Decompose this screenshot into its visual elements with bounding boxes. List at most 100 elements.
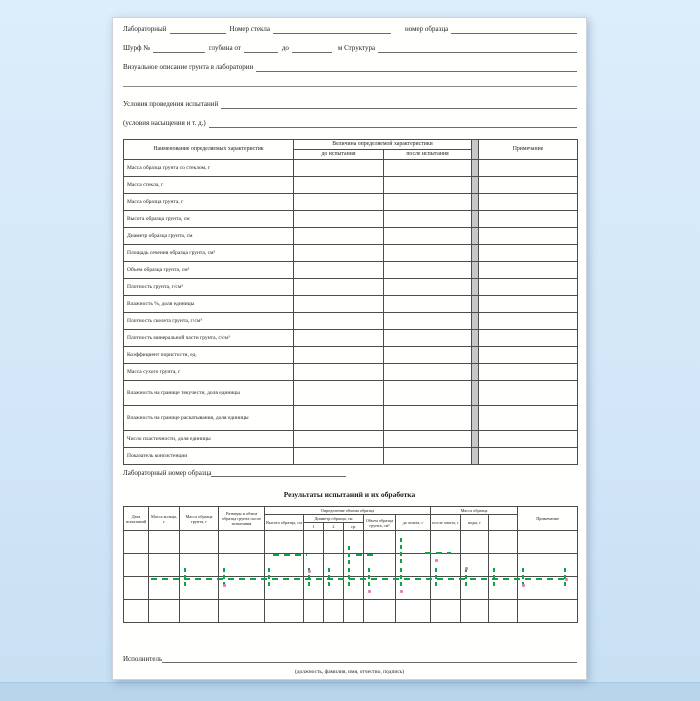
value-before-cell[interactable] <box>293 261 384 280</box>
value-before-cell[interactable] <box>293 278 384 297</box>
result-cell[interactable] <box>148 599 180 624</box>
value-before-cell[interactable] <box>293 380 384 407</box>
value-before-cell[interactable] <box>293 430 384 449</box>
result-cell[interactable] <box>460 599 490 624</box>
value-before-cell[interactable] <box>293 210 384 229</box>
value-after-cell[interactable] <box>383 329 472 348</box>
result-cell[interactable] <box>123 530 149 555</box>
result-cell[interactable] <box>488 599 519 624</box>
note-cell[interactable] <box>478 261 578 280</box>
note-cell[interactable] <box>478 405 578 432</box>
result-cell[interactable] <box>218 576 265 601</box>
value-after-cell[interactable] <box>383 295 472 314</box>
result-cell[interactable] <box>343 553 364 578</box>
value-after-cell[interactable] <box>383 430 472 449</box>
note-cell[interactable] <box>478 329 578 348</box>
blank-field-depth-to[interactable] <box>291 43 332 53</box>
blank-field-pit[interactable] <box>153 43 206 53</box>
value-after-cell[interactable] <box>383 346 472 365</box>
note-cell[interactable] <box>478 278 578 297</box>
blank-field-depth-from[interactable] <box>243 43 278 53</box>
note-cell[interactable] <box>478 159 578 178</box>
value-before-cell[interactable] <box>293 159 384 178</box>
result-cell[interactable] <box>394 553 432 578</box>
result-cell[interactable] <box>394 576 432 601</box>
value-before-cell[interactable] <box>293 227 384 246</box>
value-after-cell[interactable] <box>383 363 472 382</box>
result-cell[interactable] <box>303 530 324 555</box>
result-cell[interactable] <box>123 576 149 601</box>
result-cell[interactable] <box>430 530 462 555</box>
result-cell[interactable] <box>343 530 364 555</box>
result-cell[interactable] <box>323 530 344 555</box>
result-cell[interactable] <box>488 530 519 555</box>
note-cell[interactable] <box>478 244 578 263</box>
result-cell[interactable] <box>517 599 579 624</box>
value-before-cell[interactable] <box>293 193 384 212</box>
result-cell[interactable] <box>517 530 579 555</box>
note-cell[interactable] <box>478 227 578 246</box>
result-cell[interactable] <box>460 553 490 578</box>
result-cell[interactable] <box>123 553 149 578</box>
result-cell[interactable] <box>264 553 304 578</box>
result-cell[interactable] <box>394 599 432 624</box>
value-after-cell[interactable] <box>383 227 472 246</box>
continuation-line[interactable] <box>123 86 577 87</box>
result-cell[interactable] <box>303 599 324 624</box>
blank-field-structure[interactable] <box>378 43 577 53</box>
result-cell[interactable] <box>460 576 490 601</box>
result-cell[interactable] <box>264 576 304 601</box>
value-after-cell[interactable] <box>383 380 472 407</box>
blank-field-lab[interactable] <box>169 24 226 34</box>
note-cell[interactable] <box>478 430 578 449</box>
note-cell[interactable] <box>478 295 578 314</box>
value-after-cell[interactable] <box>383 278 472 297</box>
note-cell[interactable] <box>478 346 578 365</box>
value-before-cell[interactable] <box>293 329 384 348</box>
result-cell[interactable] <box>123 599 149 624</box>
value-after-cell[interactable] <box>383 176 472 195</box>
result-cell[interactable] <box>430 576 462 601</box>
result-cell[interactable] <box>363 530 396 555</box>
blank-field-saturation[interactable] <box>208 118 577 128</box>
result-cell[interactable] <box>488 553 519 578</box>
note-cell[interactable] <box>478 447 578 466</box>
result-cell[interactable] <box>430 553 462 578</box>
value-before-cell[interactable] <box>293 346 384 365</box>
result-cell[interactable] <box>460 530 490 555</box>
blank-field-glass-number[interactable] <box>273 24 391 34</box>
result-cell[interactable] <box>343 576 364 601</box>
value-before-cell[interactable] <box>293 312 384 331</box>
result-cell[interactable] <box>264 530 304 555</box>
blank-field-visual-description[interactable] <box>256 62 577 72</box>
result-cell[interactable] <box>323 599 344 624</box>
value-after-cell[interactable] <box>383 261 472 280</box>
result-cell[interactable] <box>218 553 265 578</box>
result-cell[interactable] <box>323 553 344 578</box>
blank-field-lab-sample-number[interactable] <box>211 467 347 477</box>
note-cell[interactable] <box>478 176 578 195</box>
result-cell[interactable] <box>148 576 180 601</box>
result-cell[interactable] <box>148 553 180 578</box>
blank-field-sample-number[interactable] <box>451 24 577 34</box>
value-before-cell[interactable] <box>293 244 384 263</box>
value-after-cell[interactable] <box>383 244 472 263</box>
result-cell[interactable] <box>488 576 519 601</box>
note-cell[interactable] <box>478 380 578 407</box>
result-cell[interactable] <box>323 576 344 601</box>
result-cell[interactable] <box>218 530 265 555</box>
blank-field-test-conditions[interactable] <box>221 99 577 109</box>
value-before-cell[interactable] <box>293 295 384 314</box>
value-after-cell[interactable] <box>383 193 472 212</box>
value-after-cell[interactable] <box>383 159 472 178</box>
result-cell[interactable] <box>303 576 324 601</box>
result-cell[interactable] <box>179 553 219 578</box>
blank-field-executor[interactable] <box>162 653 577 663</box>
note-cell[interactable] <box>478 193 578 212</box>
value-before-cell[interactable] <box>293 447 384 466</box>
result-cell[interactable] <box>179 599 219 624</box>
result-cell[interactable] <box>517 553 579 578</box>
result-cell[interactable] <box>179 530 219 555</box>
result-cell[interactable] <box>148 530 180 555</box>
result-cell[interactable] <box>218 599 265 624</box>
